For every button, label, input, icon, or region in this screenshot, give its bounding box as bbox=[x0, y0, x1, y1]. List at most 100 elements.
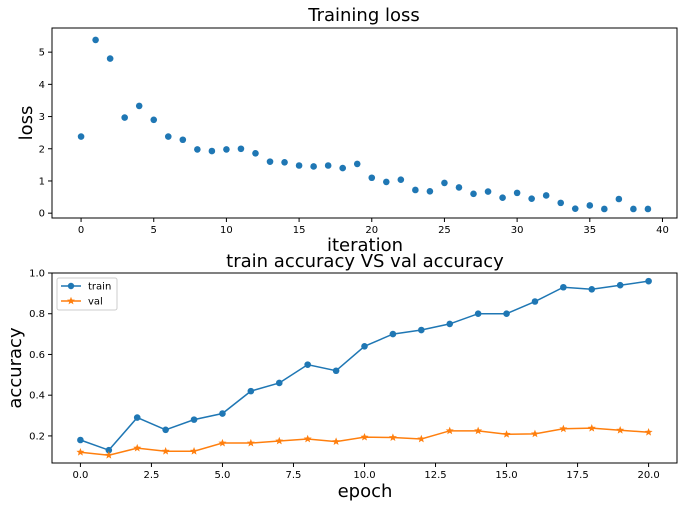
x-tick-label: 15.0 bbox=[495, 470, 517, 481]
chart-title: Training loss bbox=[307, 5, 420, 26]
data-point bbox=[150, 116, 158, 124]
data-point bbox=[252, 149, 259, 157]
data-point bbox=[332, 367, 340, 375]
data-point bbox=[303, 434, 312, 443]
series-val bbox=[76, 423, 653, 459]
data-point bbox=[275, 436, 284, 445]
data-point bbox=[503, 310, 510, 318]
y-tick-label: 1 bbox=[39, 176, 45, 187]
data-point bbox=[616, 281, 624, 289]
legend: train val bbox=[56, 277, 118, 311]
data-point bbox=[542, 192, 550, 199]
data-point bbox=[484, 188, 492, 195]
data-point bbox=[92, 36, 99, 44]
x-tick-label: 7.5 bbox=[286, 470, 302, 481]
data-point bbox=[223, 146, 230, 153]
data-point bbox=[388, 433, 397, 441]
data-point bbox=[474, 426, 483, 435]
training-loss-chart: Training loss 0 5 10 15 20 25 30 35 40 0 1 2 3 4 5 ite… bbox=[16, 5, 678, 256]
data-series bbox=[76, 277, 653, 459]
data-point bbox=[615, 195, 623, 203]
chart-title: train accuracy VS val accuracy bbox=[226, 251, 504, 272]
data-point bbox=[190, 446, 199, 455]
data-point bbox=[531, 298, 539, 305]
data-point bbox=[106, 55, 114, 62]
data-point bbox=[194, 146, 201, 153]
data-point bbox=[281, 158, 288, 166]
data-point bbox=[441, 179, 448, 187]
y-tick-label: 5 bbox=[39, 48, 45, 59]
x-tick-label: 2.5 bbox=[143, 470, 159, 481]
data-point bbox=[360, 432, 369, 441]
x-axis-label: iteration bbox=[327, 235, 403, 256]
x-tick-label: 5.0 bbox=[215, 470, 231, 481]
data-point bbox=[190, 416, 198, 423]
x-tick-label: 35 bbox=[583, 225, 596, 236]
data-point bbox=[208, 147, 216, 155]
data-point bbox=[571, 205, 579, 212]
data-point bbox=[161, 446, 170, 455]
y-tick-label: 0.6 bbox=[29, 350, 45, 361]
data-point bbox=[426, 187, 434, 195]
data-point bbox=[121, 114, 128, 121]
x-tick-label: 0.0 bbox=[72, 470, 88, 481]
data-point bbox=[445, 426, 454, 435]
data-point bbox=[76, 448, 85, 456]
legend-label-train: train bbox=[88, 282, 111, 293]
data-point bbox=[77, 133, 85, 140]
data-point bbox=[474, 310, 482, 318]
data-point bbox=[368, 174, 376, 182]
data-point bbox=[77, 436, 84, 444]
x-tick-label: 5 bbox=[151, 225, 157, 236]
data-point bbox=[588, 285, 596, 293]
legend-marker-train bbox=[67, 282, 75, 290]
x-tick-label: 10 bbox=[220, 225, 233, 236]
data-point bbox=[455, 184, 463, 191]
data-point bbox=[275, 379, 283, 387]
data-point bbox=[310, 163, 317, 170]
data-points bbox=[77, 36, 652, 213]
data-point bbox=[179, 136, 187, 144]
y-tick-label: 0.4 bbox=[29, 391, 45, 402]
data-point bbox=[446, 320, 454, 328]
data-point bbox=[219, 410, 226, 417]
y-tick-label: 3 bbox=[39, 112, 45, 123]
data-point bbox=[339, 164, 346, 172]
y-tick-label: 2 bbox=[39, 144, 45, 155]
legend-marker-val bbox=[67, 296, 75, 305]
x-tick-label: 30 bbox=[511, 225, 524, 236]
data-point bbox=[412, 186, 419, 194]
x-axis-label: epoch bbox=[338, 481, 393, 502]
data-point bbox=[499, 194, 506, 202]
data-point bbox=[417, 434, 426, 443]
y-tick-label: 0.8 bbox=[29, 309, 45, 320]
data-point bbox=[470, 190, 477, 198]
data-point bbox=[133, 414, 141, 421]
x-tick-label: 0 bbox=[78, 225, 84, 236]
data-point bbox=[528, 195, 535, 202]
data-point bbox=[246, 438, 255, 447]
y-tick-label: 0 bbox=[39, 209, 45, 220]
x-tick-label: 40 bbox=[656, 225, 669, 236]
data-point bbox=[162, 426, 169, 434]
data-point bbox=[353, 160, 361, 168]
data-point bbox=[586, 202, 594, 209]
data-point bbox=[104, 451, 113, 459]
star-icon bbox=[67, 296, 75, 305]
data-point bbox=[557, 199, 565, 207]
data-point bbox=[295, 162, 303, 169]
x-tick-label: 15 bbox=[293, 225, 306, 236]
axis-ticks: 0 5 10 15 20 25 30 35 40 0 1 2 3 4 5 bbox=[39, 48, 669, 236]
y-tick-label: 4 bbox=[39, 80, 45, 91]
y-tick-label: 1.0 bbox=[29, 269, 45, 280]
axis-ticks: 0.0 2.5 5.0 7.5 10.0 12.5 15.0 17.5 20.0 0.2 0.4 0.… bbox=[29, 269, 660, 482]
x-tick-label: 25 bbox=[438, 225, 451, 236]
accuracy-chart: train accuracy VS val accuracy 0.0 2.5 5.0… bbox=[5, 251, 678, 502]
y-axis-label: accuracy bbox=[5, 327, 26, 409]
x-tick-label: 17.5 bbox=[566, 470, 588, 481]
y-tick-label: 0.2 bbox=[29, 431, 45, 442]
data-point bbox=[644, 428, 653, 436]
data-point bbox=[218, 438, 227, 447]
data-point bbox=[332, 437, 341, 446]
